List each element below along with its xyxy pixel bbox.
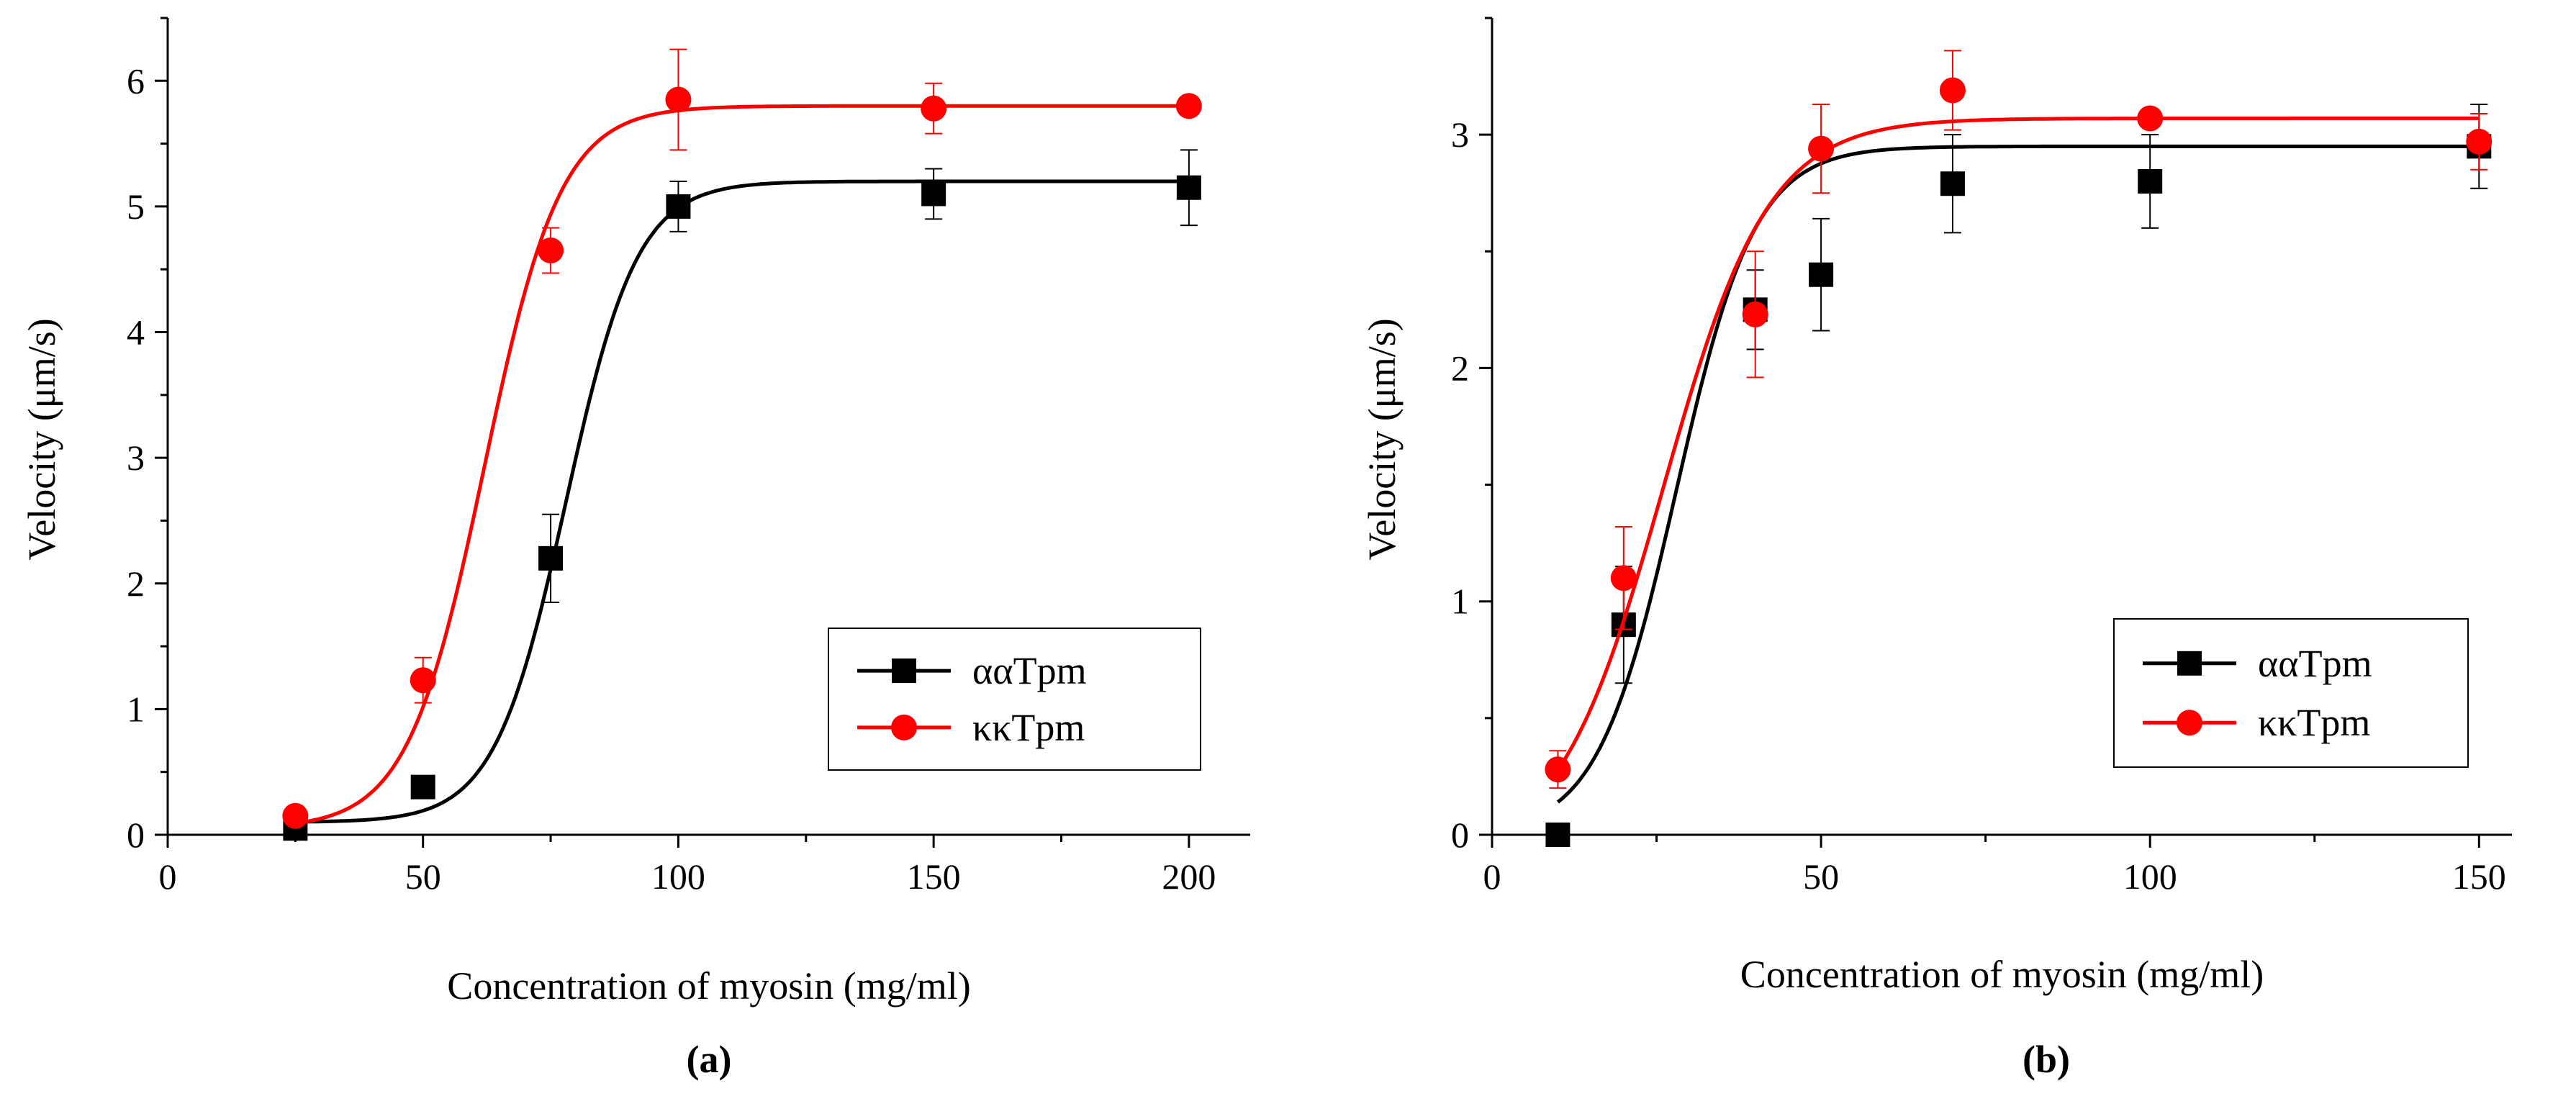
panel-b-x-tick-label: 100 — [2123, 856, 2177, 897]
panel-b-legend-aa-text: ααTpm — [2258, 642, 2372, 685]
panel-a-y-tick-label: 5 — [127, 186, 145, 227]
panel-a-series-aa-fit-line — [295, 179, 1189, 824]
panel-a-series-kk-fit-line — [295, 104, 1189, 825]
panel-a-legend-kk-text: κκTpm — [972, 706, 1085, 749]
panel-b-x-axis-label: Concentration of myosin (mg/ml) — [1740, 953, 2264, 996]
panel-a-y-tick-label: 0 — [127, 815, 145, 855]
panel-a-y-axis-label: Velocity (μm/s) — [20, 318, 63, 560]
panel-b-series-aa-point — [2138, 169, 2163, 194]
panel-a-series-kk-point — [282, 802, 309, 829]
panel-a-legend-box — [828, 628, 1201, 771]
panel-a-series-aa-point — [921, 181, 946, 207]
panel-b-y-tick-label: 1 — [1451, 581, 1469, 622]
panel-a: 0 50 100 150 200 0 1 2 3 4 5 6 Velocity (μm/s) Concen… — [20, 17, 1250, 1081]
panel-a-x-tick-label: 150 — [907, 856, 961, 897]
panel-a-legend-aa-text: ααTpm — [972, 649, 1087, 692]
panel-a-legend-aa-marker — [892, 658, 916, 684]
panel-a-series-kk-point — [1175, 93, 1202, 119]
panel-a-x-tick-label: 200 — [1162, 856, 1216, 897]
panel-a-y-tick-label: 6 — [127, 60, 145, 101]
panel-a-series-aa-point — [410, 774, 435, 800]
panel-b-series-kk-point — [2466, 128, 2493, 155]
panel-b-legend-box — [2113, 618, 2469, 768]
panel-a-y-tick-label: 3 — [127, 438, 145, 478]
panel-b-legend-kk-text: κκTpm — [2258, 701, 2370, 744]
panel-a-x-tick-label: 0 — [159, 856, 177, 897]
panel-a-x-tick-label: 50 — [405, 856, 441, 897]
panel-b-x-tick-label: 150 — [2452, 856, 2506, 897]
panel-b-series-kk-point — [1808, 135, 1835, 162]
panel-b-series-aa-fit-line — [1556, 144, 2480, 804]
panel-b-y-tick-label: 0 — [1451, 815, 1469, 855]
panel-a-y-tick-label: 2 — [127, 563, 145, 604]
panel-b-series-kk-point — [1610, 565, 1637, 592]
panel-a-series-kk-point — [665, 86, 692, 113]
panel-b-series-kk-point — [1939, 77, 1966, 104]
panel-b-series-aa-point — [1940, 171, 1965, 196]
panel-b-series-aa-point — [1809, 262, 1834, 287]
panel-a-series-aa-point — [1176, 175, 1201, 200]
panel-b-y-tick-label: 2 — [1451, 348, 1469, 388]
panel-a-series-aa-point — [538, 545, 564, 571]
panel-a-y-tick-label: 4 — [127, 312, 145, 353]
panel-a-x-tick-label: 100 — [651, 856, 705, 897]
panel-b-series-kk-fit-line — [1556, 116, 2480, 771]
panel-b-legend-kk-marker — [2177, 710, 2202, 736]
panel-a-series-kk-point — [538, 237, 564, 264]
panel-a-x-axis-label: Concentration of myosin (mg/ml) — [447, 964, 970, 1007]
panel-b-series-kk-point — [1742, 301, 1768, 327]
panel-b-legend-aa-marker — [2177, 651, 2202, 676]
panel-b-y-axis-label: Velocity (μm/s) — [1360, 318, 1404, 560]
panel-a-series-aa-point — [666, 194, 691, 219]
panel-a-series-kk-point — [921, 95, 947, 122]
panel-b: 0 50 100 150 0 1 2 3 Velocity (μm/s) Concentratio… — [1360, 17, 2512, 1081]
panel-b-x-tick-label: 50 — [1803, 856, 1839, 897]
panel-b-series-kk-point — [1545, 756, 1571, 783]
panel-a-legend-kk-marker — [891, 714, 917, 741]
panel-b-x-tick-label: 0 — [1483, 856, 1501, 897]
panel-b-series-aa-point — [1545, 823, 1571, 847]
panel-a-label: (a) — [687, 1038, 732, 1081]
panel-a-y-tick-label: 1 — [127, 689, 145, 729]
panel-a-series-kk-point — [410, 667, 436, 694]
panel-b-y-tick-label: 3 — [1451, 114, 1469, 155]
panel-b-series-kk-point — [2137, 105, 2164, 132]
panel-b-label: (b) — [2023, 1038, 2070, 1081]
